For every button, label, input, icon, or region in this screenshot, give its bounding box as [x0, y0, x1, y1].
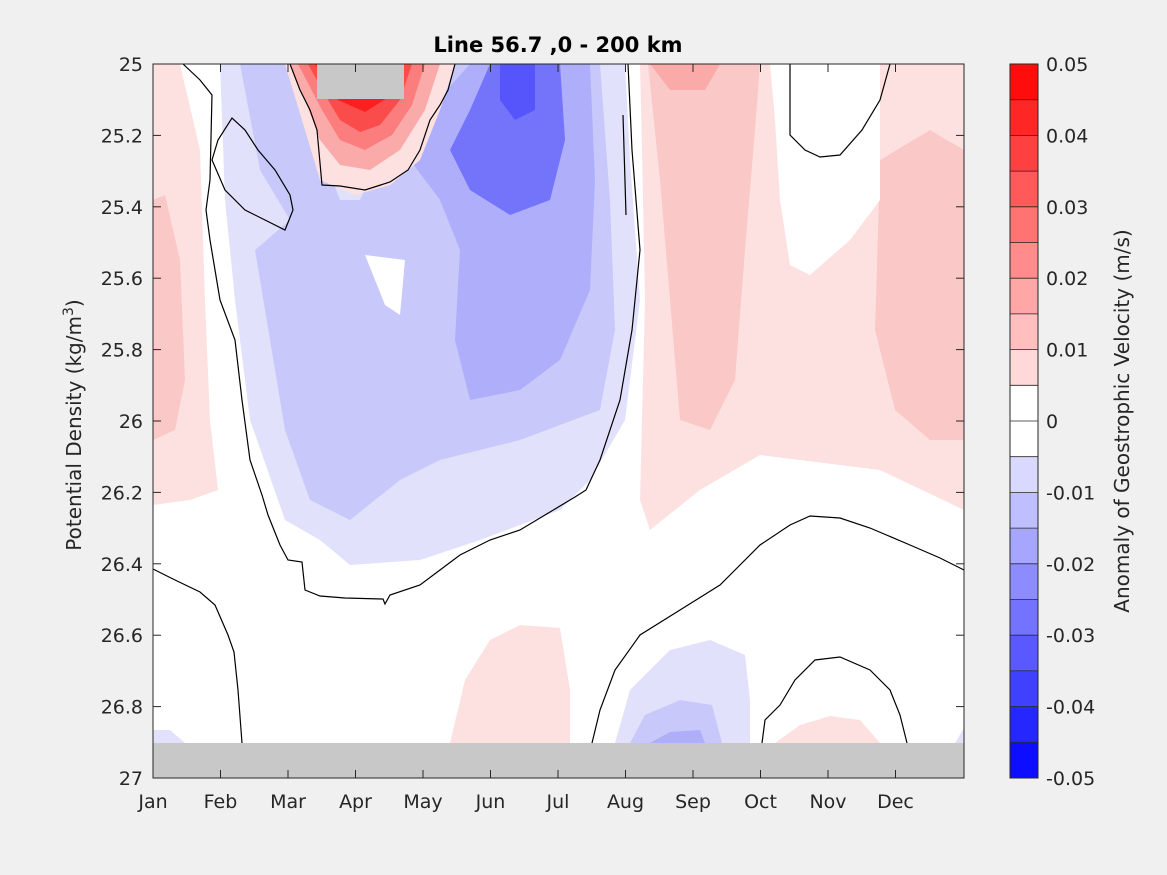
positive-region-jan-core	[153, 195, 185, 440]
zero-contour-loop-feb	[211, 117, 294, 231]
colorbar-swatch	[1010, 206, 1038, 243]
x-tick-label-oct: Oct	[744, 791, 777, 813]
positive-region-deep-nov	[775, 716, 880, 743]
colorbar-tick-label: 0	[1046, 411, 1058, 433]
zero-contour-nov-deep	[761, 656, 908, 744]
colorbar-tick-label: 0.02	[1046, 268, 1088, 290]
colorbar-swatch	[1010, 599, 1038, 636]
zero-contour-jul	[622, 114, 627, 216]
positive-region-aug-top	[650, 64, 720, 90]
colorbar-swatch	[1010, 242, 1038, 279]
y-tick-label: 25.6	[101, 268, 143, 290]
x-tick-label-jun: Jun	[475, 791, 506, 813]
negative-region-deep-jan	[153, 730, 185, 743]
colorbar-swatch	[1010, 349, 1038, 386]
y-axis-label: Potential Density (kg/m3)	[61, 299, 86, 550]
colorbar-tick-label: -0.05	[1046, 768, 1095, 790]
zero-contour-main	[182, 64, 641, 606]
y-tick-label: 26.6	[101, 625, 143, 647]
x-tick-label-sep: Sep	[675, 791, 711, 813]
x-tick-label-nov: Nov	[809, 791, 846, 813]
y-tick-label: 27	[119, 768, 143, 790]
colorbar-swatch	[1010, 278, 1038, 315]
y-tick-label: 26.8	[101, 697, 143, 719]
colorbar-swatch	[1010, 456, 1038, 493]
x-tick-label-apr: Apr	[339, 791, 372, 813]
colorbar-label: Anomaly of Geostrophic Velocity (m/s)	[1110, 229, 1134, 612]
colorbar-swatch	[1010, 313, 1038, 351]
x-tick-label-jan: Jan	[137, 791, 167, 813]
missing-surface-patch	[317, 64, 404, 99]
colorbar-tick-label: 0.03	[1046, 197, 1088, 219]
colorbar-swatch	[1010, 492, 1038, 529]
zero-gap	[365, 255, 405, 315]
colorbar-swatch	[1010, 135, 1038, 172]
colorbar-swatch	[1010, 670, 1038, 708]
negative-region-deep-core	[650, 730, 705, 743]
colorbar-swatch	[1010, 742, 1038, 779]
colorbar-swatch	[1010, 171, 1038, 208]
y-tick-label: 26.4	[101, 554, 143, 576]
zero-contour-lower-deep	[591, 515, 964, 744]
y-tick-label: 25.4	[101, 197, 143, 219]
y-tick-label: 25.8	[101, 340, 143, 362]
y-tick-label: 26.2	[101, 482, 143, 504]
chart-title: Line 56.7 ,0 - 200 km	[433, 33, 682, 57]
colorbar-tick-label: -0.02	[1046, 554, 1095, 576]
y-tick-label: 25	[119, 54, 143, 76]
colorbar-swatch	[1010, 635, 1038, 672]
positive-region-deep-may	[450, 625, 570, 743]
x-tick-label-aug: Aug	[607, 791, 644, 813]
colorbar-swatch	[1010, 99, 1038, 136]
negative-region-peak	[500, 64, 535, 120]
colorbar-tick-label: 0.05	[1046, 54, 1088, 76]
colorbar-swatch	[1010, 563, 1038, 600]
colorbar: 0.05 0.04 0.03 0.02 0.01 0 -0.01 -0.02 -0.03 -0.0…	[1009, 54, 1095, 790]
zero-zone-oct	[770, 64, 880, 275]
colorbar-swatch	[1010, 385, 1038, 422]
colorbar-tick-label: 0.01	[1046, 340, 1088, 362]
colorbar-swatch	[1010, 706, 1038, 743]
colorbar-swatch	[1010, 528, 1038, 565]
positive-region-dec	[875, 130, 964, 440]
x-tick-label-mar: Mar	[270, 791, 306, 813]
x-tick-label-may: May	[403, 791, 442, 813]
y-tick-label: 25.2	[101, 125, 143, 147]
negative-region-core	[450, 64, 565, 215]
contour-fills	[153, 64, 964, 778]
colorbar-tick-label: -0.03	[1046, 625, 1095, 647]
colorbar-frame	[1009, 63, 1039, 779]
x-tick-label-feb: Feb	[204, 791, 238, 813]
zero-contour-nov-top	[789, 64, 891, 158]
colorbar-tick-label: 0.04	[1046, 125, 1088, 147]
negative-region-deep-dec	[955, 728, 964, 743]
axis-ticks: 25 25.2 25.4 25.6 25.8 26 26.2 26.4 26.6 26.8 27Ja…	[101, 54, 964, 813]
colorbar-tick-label: -0.04	[1046, 697, 1095, 719]
zero-contours	[153, 64, 964, 744]
colorbar-swatch	[1010, 64, 1038, 101]
x-tick-label-dec: Dec	[877, 791, 914, 813]
zero-contour-upper-deep	[153, 568, 243, 744]
positive-region-autumn-mid	[648, 64, 760, 430]
y-tick-label: 26	[119, 411, 143, 433]
x-tick-label-jul: Jul	[546, 791, 570, 813]
colorbar-tick-label: -0.01	[1046, 482, 1095, 504]
colorbar-swatch	[1010, 421, 1038, 458]
zero-contour-core	[289, 64, 456, 191]
